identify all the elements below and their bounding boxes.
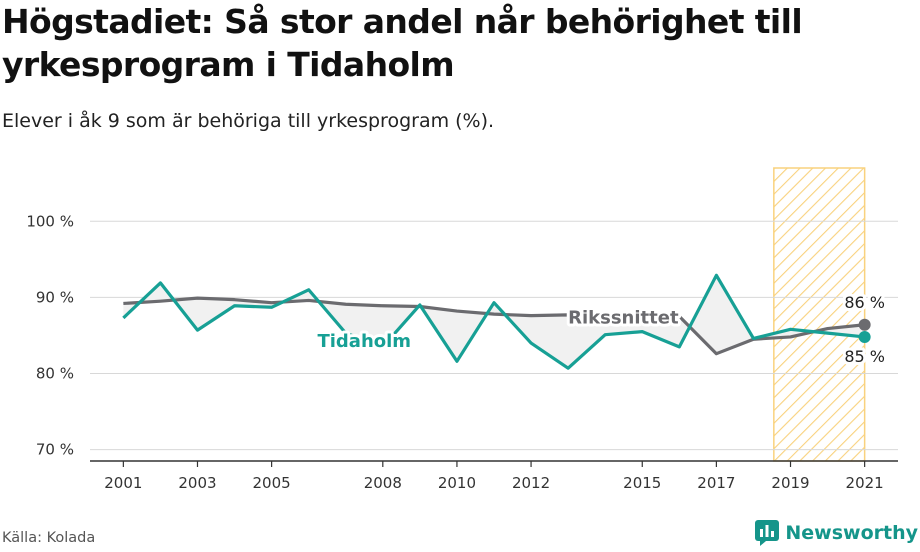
tidaholm-line [122, 273, 865, 370]
x-tick-label: 2005 [253, 474, 291, 492]
difference-area [123, 275, 865, 369]
tidaholm-series-label-halo: Tidaholm [317, 331, 411, 352]
x-tick-label: 2019 [771, 474, 809, 492]
tidaholm-series-label: Tidaholm [317, 331, 411, 352]
x-tick-label: 2008 [364, 474, 402, 492]
rikssnittet-end-point [858, 318, 871, 331]
y-tick-label: 100 % [26, 212, 74, 230]
tidaholm-end-value: 85 % [844, 347, 885, 366]
rikssnittet-series-label: Rikssnittet [568, 307, 679, 328]
x-tick-label: 2003 [178, 474, 216, 492]
rikssnittet-line [123, 296, 865, 356]
highlight-period [773, 167, 866, 462]
x-tick-label: 2010 [438, 474, 476, 492]
y-tick-label: 90 % [36, 288, 74, 306]
y-tick-label: 80 % [36, 364, 74, 382]
x-tick-label: 2021 [846, 474, 884, 492]
x-tick-label: 2017 [697, 474, 735, 492]
rikssnittet-end-value: 86 % [844, 293, 885, 312]
chart-subtitle: Elever i åk 9 som är behöriga till yrkes… [2, 110, 495, 132]
rikssnittet-end-value-halo: 86 % [844, 293, 885, 312]
y-tick-label: 70 % [36, 441, 74, 459]
x-tick-label: 2015 [623, 474, 661, 492]
x-tick-label: 2001 [104, 474, 142, 492]
source-label: Källa: Kolada [2, 530, 96, 546]
x-tick-label: 2012 [512, 474, 550, 492]
brand-name: Newsworthy [785, 522, 918, 544]
chart-title: Högstadiet: Så stor andel når behörighet… [2, 2, 803, 84]
tidaholm-end-value-halo: 85 % [844, 347, 885, 366]
rikssnittet-series-label-halo: Rikssnittet [568, 307, 679, 328]
brand-logo: Newsworthy [755, 520, 918, 546]
tidaholm-end-point [858, 330, 871, 343]
newsworthy-logo-icon [755, 520, 780, 546]
